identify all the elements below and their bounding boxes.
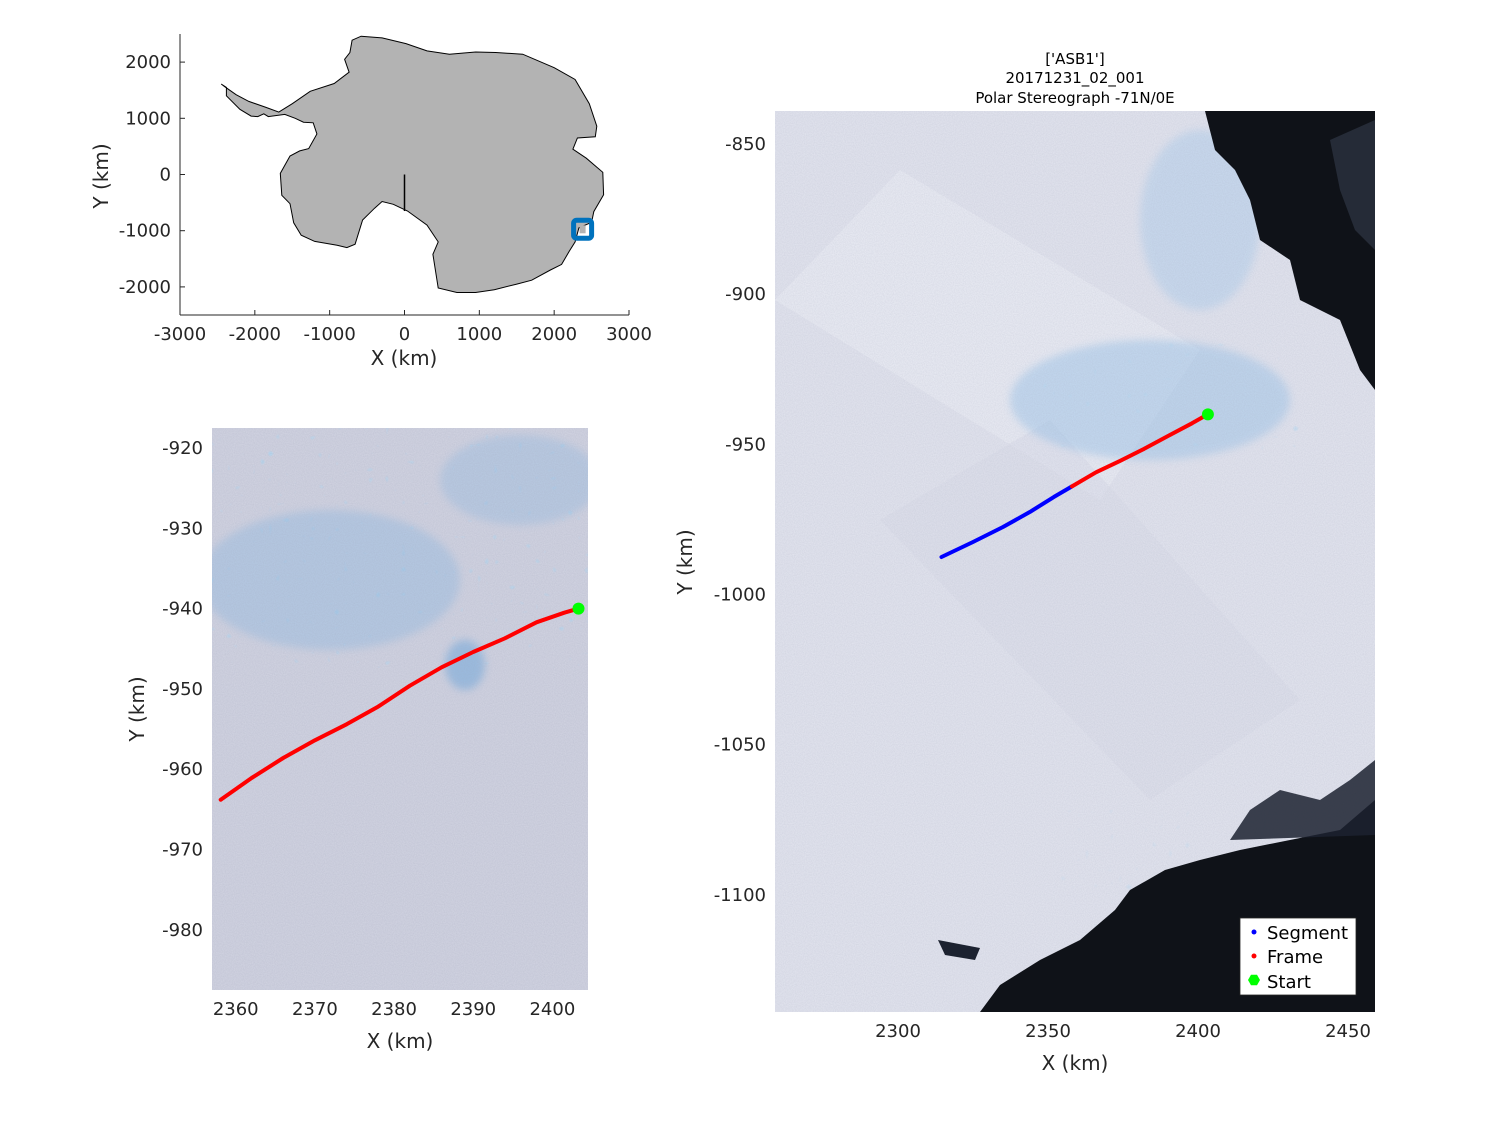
title-line-1: ['ASB1']	[1045, 50, 1105, 68]
zoom-y-tick-label: -970	[162, 840, 203, 861]
segment-y-tick-label: -950	[725, 434, 766, 455]
overview-map-axes: -3000 -2000 -1000 0 1000 2000 3000 -2000 -1000 0…	[89, 34, 652, 370]
zoom-x-tick-label: 2360	[213, 999, 259, 1020]
overview-y-tick-label: -1000	[119, 221, 171, 242]
ocean-area	[1205, 111, 1375, 390]
overview-y-ticks: -2000 -1000 0 1000 2000	[119, 52, 185, 298]
overview-y-tick-label: 1000	[125, 108, 171, 129]
overview-y-tick-label: 0	[160, 165, 171, 186]
segment-y-tick-label: -1050	[714, 735, 766, 756]
zoom-x-tick-label: 2390	[450, 999, 496, 1020]
overview-x-tick-label: 2000	[531, 324, 577, 345]
zoom-x-tick-label: 2380	[371, 999, 417, 1020]
start-marker	[1201, 408, 1214, 421]
zoom-y-ticks: -980 -970 -960 -950 -940 -930 -920	[162, 438, 203, 941]
overview-x-tick-label: 3000	[606, 324, 652, 345]
zoom-y-axis-label: Y (km)	[125, 676, 149, 742]
zoom-plot-axes: 2360 2370 2380 2390 2400 -980 -970 -960 -950 -94…	[125, 428, 588, 1053]
overview-y-tick-label: -2000	[119, 277, 171, 298]
location-marker	[571, 217, 595, 241]
title-line-2: 20171231_02_001	[1005, 69, 1144, 88]
legend-marker-frame	[1251, 953, 1257, 959]
overview-y-tick-label: 2000	[125, 52, 171, 73]
segment-imagery	[775, 111, 1375, 1012]
location-box	[571, 217, 595, 241]
frame-track-line	[1070, 412, 1210, 489]
segment-y-tick-label: -1000	[714, 585, 766, 606]
segment-map-title: ['ASB1'] 20171231_02_001 Polar Stereogra…	[975, 50, 1174, 107]
segment-y-tick-label: -1100	[714, 885, 766, 906]
overview-x-tick-label: -1000	[304, 324, 356, 345]
legend: Segment Frame Start	[1239, 917, 1357, 996]
overview-x-tick-label: 0	[399, 324, 410, 345]
segment-y-tick-label: -850	[725, 134, 766, 155]
zoom-y-tick-label: -940	[162, 599, 203, 620]
zoom-x-axis-label: X (km)	[367, 1029, 434, 1053]
segment-x-axis-label: X (km)	[1042, 1051, 1109, 1075]
zoom-y-tick-label: -950	[162, 679, 203, 700]
title-line-3: Polar Stereograph -71N/0E	[975, 89, 1174, 107]
legend-label-segment: Segment	[1267, 923, 1348, 944]
overview-x-tick-label: 1000	[456, 324, 502, 345]
overview-x-tick-label: -2000	[229, 324, 281, 345]
segment-x-tick-label: 2350	[1025, 1021, 1071, 1042]
frame-track-line	[218, 606, 581, 802]
legend-label-frame: Frame	[1267, 947, 1323, 968]
segment-track-line	[939, 484, 1074, 559]
overview-x-axis-label: X (km)	[371, 346, 438, 370]
start-marker	[572, 602, 585, 615]
antarctica-landmass	[220, 35, 605, 293]
segment-y-axis-label: Y (km)	[673, 529, 697, 595]
segment-y-ticks: -1100 -1050 -1000 -950 -900 -850	[714, 134, 766, 906]
overview-x-tick-label: -3000	[154, 324, 206, 345]
location-box-inner	[579, 225, 586, 234]
overview-x-ticks: -3000 -2000 -1000 0 1000 2000 3000	[154, 310, 652, 345]
segment-x-ticks: 2300 2350 2400 2450	[875, 1021, 1371, 1042]
zoom-y-tick-label: -920	[162, 438, 203, 459]
zoom-x-ticks: 2360 2370 2380 2390 2400	[213, 999, 575, 1020]
zoom-x-tick-label: 2400	[529, 999, 575, 1020]
legend-label-start: Start	[1267, 972, 1311, 993]
legend-box	[1239, 917, 1357, 996]
segment-x-tick-label: 2300	[875, 1021, 921, 1042]
segment-x-tick-label: 2400	[1175, 1021, 1221, 1042]
zoom-y-tick-label: -980	[162, 920, 203, 941]
zoom-x-tick-label: 2370	[292, 999, 338, 1020]
segment-x-tick-label: 2450	[1325, 1021, 1371, 1042]
overview-y-axis-label: Y (km)	[89, 143, 113, 209]
segment-map-axes: ['ASB1'] 20171231_02_001 Polar Stereogra…	[673, 50, 1375, 1075]
segment-y-tick-label: -900	[725, 284, 766, 305]
legend-marker-segment	[1251, 929, 1257, 935]
zoom-y-tick-label: -960	[162, 759, 203, 780]
zoom-imagery	[212, 428, 588, 990]
legend-marker-start	[1248, 974, 1260, 986]
zoom-y-tick-label: -930	[162, 518, 203, 539]
